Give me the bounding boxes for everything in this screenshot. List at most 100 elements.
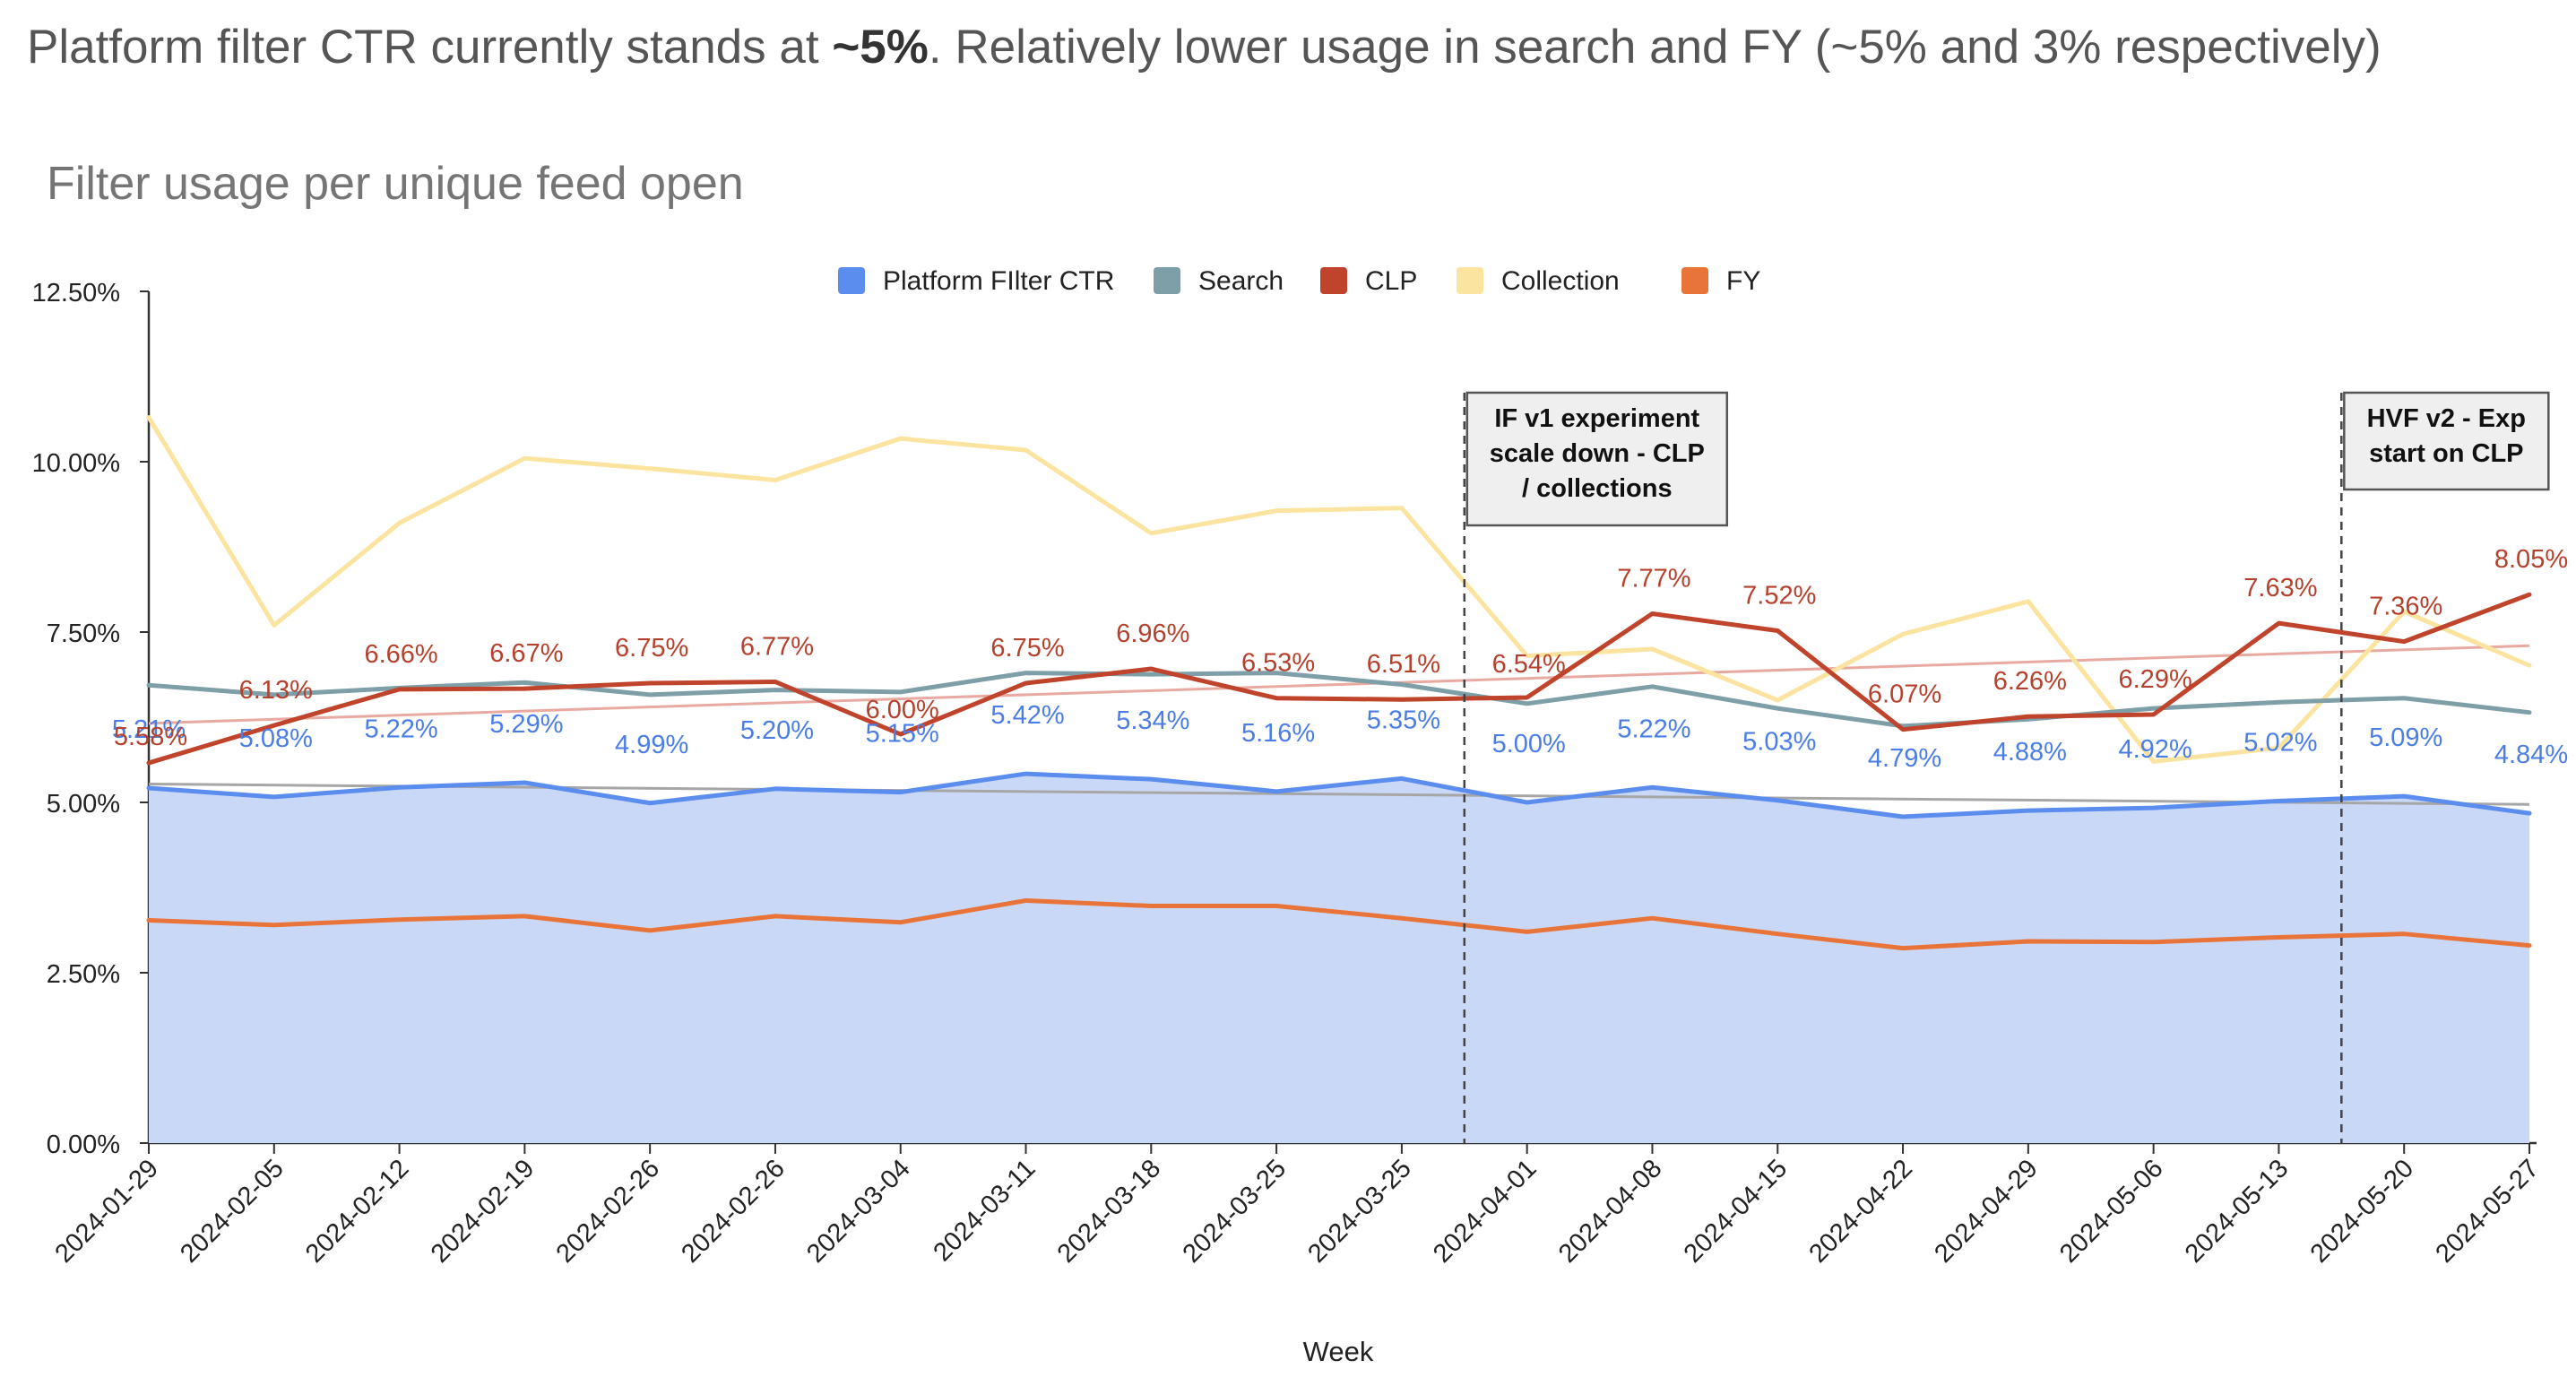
annotations: IF v1 experiment scale down - CLP / collec… xyxy=(1463,391,2550,1143)
clp-data-label: 6.13% xyxy=(239,676,313,705)
annotation-text: scale down - CLP xyxy=(1490,439,1705,468)
x-tick-label: 2024-04-29 xyxy=(1929,1154,2044,1269)
x-tick-label: 2024-04-15 xyxy=(1679,1154,1794,1269)
clp-data-label: 5.58% xyxy=(114,723,187,751)
x-tick-label: 2024-04-08 xyxy=(1553,1154,1668,1269)
legend-label: Search xyxy=(1198,266,1284,296)
data-labels: 5.21% 5.08% 5.22% 5.29% 4.99% 5.20% 5.15% 5.42%… xyxy=(112,545,2568,773)
clp-data-label: 8.05% xyxy=(2494,545,2568,574)
search-line xyxy=(146,671,2532,729)
annotation-text: HVF v2 - Exp xyxy=(2367,404,2526,433)
platform-data-label: 5.08% xyxy=(239,724,313,753)
legend-label: FY xyxy=(1726,266,1760,296)
clp-data-label: 6.96% xyxy=(1116,620,1189,648)
clp-data-label: 6.51% xyxy=(1367,650,1440,679)
x-tick-label: 2024-03-25 xyxy=(1178,1154,1292,1269)
x-tick-label: 2024-03-11 xyxy=(928,1154,1041,1267)
collection-line xyxy=(146,415,2532,764)
annotation-text: IF v1 experiment xyxy=(1494,404,1699,433)
platform-data-label: 5.22% xyxy=(364,715,437,743)
x-tick-label: 2024-02-26 xyxy=(676,1154,791,1269)
x-tick-label: 2024-02-05 xyxy=(175,1154,290,1269)
legend-swatch xyxy=(1681,267,1708,294)
legend: Platform FIlter CTR Search CLP Collection FY xyxy=(838,266,1760,296)
platform-filter-ctr-line xyxy=(146,771,2532,819)
clp-data-label: 6.66% xyxy=(364,640,437,669)
x-tick-label: 2024-02-12 xyxy=(300,1154,415,1269)
platform-data-label: 5.00% xyxy=(1492,730,1566,758)
x-tick-label: 2024-04-01 xyxy=(1428,1154,1543,1269)
platform-data-label: 5.20% xyxy=(740,716,814,745)
y-tick-label: 12.50% xyxy=(32,279,120,308)
legend-label: CLP xyxy=(1365,266,1417,296)
clp-data-label: 6.54% xyxy=(1492,650,1566,679)
y-tick-label: 5.00% xyxy=(47,790,120,819)
legend-label: Collection xyxy=(1501,266,1620,296)
x-tick-label: 2024-03-18 xyxy=(1052,1154,1167,1269)
x-tick-label: 2024-05-13 xyxy=(2180,1154,2295,1269)
clp-data-label: 6.77% xyxy=(740,632,814,661)
clp-data-label: 6.53% xyxy=(1241,649,1315,678)
headline-prefix: Platform filter CTR currently stands at xyxy=(27,21,833,74)
platform-data-label: 5.09% xyxy=(2369,723,2442,752)
headline-highlight: ~5% xyxy=(832,21,929,74)
x-tick-label: 2024-01-29 xyxy=(49,1154,164,1269)
legend-swatch xyxy=(1320,267,1347,294)
platform-data-label: 4.92% xyxy=(2119,735,2192,764)
x-tick-label: 2024-05-20 xyxy=(2305,1154,2420,1269)
clp-data-label: 7.52% xyxy=(1742,581,1816,610)
x-tick-label: 2024-03-25 xyxy=(1302,1154,1417,1269)
platform-data-label: 5.35% xyxy=(1367,706,1440,734)
clp-data-label: 7.63% xyxy=(2243,574,2317,602)
platform-data-label: 4.79% xyxy=(1868,744,1941,773)
legend-swatch xyxy=(1457,267,1483,294)
clp-data-label: 6.75% xyxy=(990,634,1064,663)
platform-data-label: 4.88% xyxy=(1993,738,2067,767)
legend-label: Platform FIlter CTR xyxy=(883,266,1114,296)
clp-data-label: 6.75% xyxy=(615,634,688,663)
y-tick-label: 2.50% xyxy=(47,960,120,989)
clp-data-label: 6.26% xyxy=(1993,667,2067,696)
platform-data-label: 5.03% xyxy=(1742,728,1816,757)
platform-data-label: 5.15% xyxy=(866,720,939,749)
x-tick-label: 2024-02-19 xyxy=(426,1154,540,1269)
platform-data-label: 5.02% xyxy=(2243,728,2317,757)
platform-filter-ctr-area xyxy=(149,774,2529,1143)
clp-data-label: 6.29% xyxy=(2119,665,2192,694)
platform-data-label: 5.42% xyxy=(990,701,1064,730)
platform-data-label: 4.84% xyxy=(2494,741,2568,769)
clp-data-label: 7.77% xyxy=(1617,564,1690,593)
platform-data-label: 5.22% xyxy=(1617,715,1690,743)
annotation-box xyxy=(2343,391,2550,491)
platform-data-label: 4.99% xyxy=(615,731,688,759)
chart-title: Filter usage per unique feed open xyxy=(47,158,744,210)
x-axis-labels: 2024-01-29 2024-02-05 2024-02-12 2024-02-19… xyxy=(49,1154,2545,1269)
headline: Platform filter CTR currently stands at … xyxy=(27,20,2382,74)
x-tick-label: 2024-04-22 xyxy=(1803,1154,1918,1269)
clp-data-label: 6.07% xyxy=(1868,680,1941,709)
x-tick-label: 2024-05-06 xyxy=(2054,1154,2169,1269)
annotation-text: / collections xyxy=(1522,474,1673,503)
y-tick-label: 7.50% xyxy=(47,620,120,648)
headline-suffix: . Relatively lower usage in search and F… xyxy=(928,21,2382,74)
annotation-box xyxy=(1465,391,1729,527)
fy-line xyxy=(146,897,2532,951)
x-tick-label: 2024-05-27 xyxy=(2430,1154,2545,1269)
x-axis-title: Week xyxy=(1303,1336,1374,1367)
clp-data-label: 6.67% xyxy=(489,639,563,668)
series-layer xyxy=(146,415,2532,1143)
platform-data-label: 5.21% xyxy=(112,715,186,744)
platform-data-label: 5.16% xyxy=(1241,719,1315,748)
legend-swatch xyxy=(1154,267,1180,294)
clp-data-label: 7.36% xyxy=(2369,593,2442,621)
x-tick-label: 2024-03-04 xyxy=(801,1154,916,1269)
y-tick-label: 10.00% xyxy=(32,449,120,478)
platform-data-label: 5.29% xyxy=(489,710,563,739)
x-tick-label: 2024-02-26 xyxy=(551,1154,666,1269)
legend-swatch xyxy=(838,267,865,294)
annotation-text: start on CLP xyxy=(2369,439,2523,468)
clp-line xyxy=(146,592,2532,766)
clp-trendline xyxy=(148,644,2530,725)
clp-data-label: 6.00% xyxy=(866,696,939,724)
